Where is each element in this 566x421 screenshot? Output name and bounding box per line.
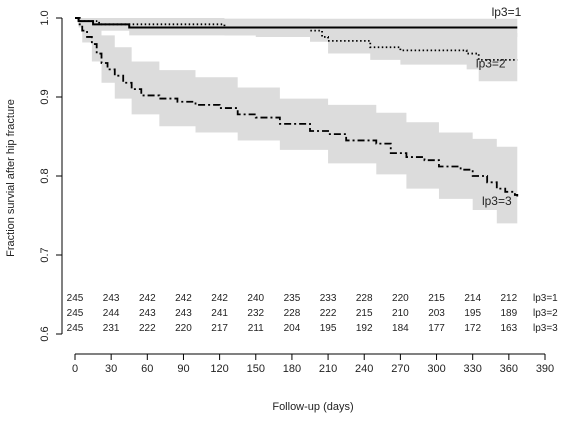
risk-count: 222 [139, 323, 156, 334]
risk-count: 192 [356, 323, 373, 334]
x-tick-label: 60 [141, 363, 153, 375]
risk-count: 233 [320, 293, 337, 304]
curve-labels: lp3=1 lp3=2 lp3=3 [476, 5, 522, 208]
risk-count: 228 [284, 308, 301, 319]
x-tick-label: 330 [464, 363, 482, 375]
risk-count: 220 [175, 323, 192, 334]
risk-count: 228 [356, 293, 373, 304]
x-tick-label: 180 [283, 363, 301, 375]
risk-count: 204 [284, 323, 301, 334]
risk-count: 214 [464, 293, 481, 304]
risk-count: 242 [211, 293, 228, 304]
risk-row-label: lp3=1 [533, 293, 558, 304]
x-tick-label: 120 [210, 363, 228, 375]
risk-count: 203 [428, 308, 445, 319]
risk-count: 231 [103, 323, 120, 334]
risk-count: 210 [392, 308, 409, 319]
x-tick-label: 0 [72, 363, 78, 375]
risk-count: 222 [320, 308, 337, 319]
risk-count: 245 [67, 323, 84, 334]
survival-curve-2 [75, 17, 518, 61]
y-ticks: 0.6 0.7 0.8 0.9 1.0 [39, 10, 62, 342]
ci-band-3 [75, 18, 518, 233]
y-tick-label: 1.0 [39, 10, 51, 25]
survival-curves [75, 17, 519, 197]
risk-row-label: lp3=2 [533, 308, 558, 319]
risk-count: 242 [139, 293, 156, 304]
risk-count: 232 [247, 308, 264, 319]
y-tick-label: 0.7 [39, 247, 51, 262]
risk-count: 215 [428, 293, 445, 304]
risk-count: 240 [247, 293, 264, 304]
risk-count: 245 [67, 293, 84, 304]
ci-band-2 [75, 18, 518, 82]
risk-count: 220 [392, 293, 409, 304]
curve-label: lp3=1 [492, 5, 522, 19]
y-tick-label: 0.9 [39, 89, 51, 104]
risk-count: 243 [175, 308, 192, 319]
risk-count: 217 [211, 323, 228, 334]
risk-count: 215 [356, 308, 373, 319]
risk-count: 177 [428, 323, 445, 334]
x-axis-label: Follow-up (days) [272, 401, 353, 413]
x-tick-label: 150 [247, 363, 265, 375]
y-axis-label: Fraction survial after hip fracture [5, 99, 17, 257]
curve-label: lp3=2 [476, 56, 506, 70]
y-tick-label: 0.6 [39, 326, 51, 341]
risk-count: 195 [320, 323, 337, 334]
x-tick-label: 300 [427, 363, 445, 375]
x-tick-label: 30 [105, 363, 117, 375]
x-tick-label: 90 [177, 363, 189, 375]
x-tick-label: 360 [500, 363, 518, 375]
risk-count: 243 [139, 308, 156, 319]
x-tick-label: 240 [355, 363, 373, 375]
risk-count: 189 [501, 308, 518, 319]
risk-count: 163 [501, 323, 518, 334]
curve-label: lp3=3 [482, 194, 512, 208]
risk-count: 195 [464, 308, 481, 319]
risk-count: 172 [464, 323, 481, 334]
risk-count: 211 [248, 323, 264, 334]
risk-row-label: lp3=3 [533, 323, 558, 334]
risk-count: 212 [501, 293, 518, 304]
risk-count: 243 [103, 293, 120, 304]
risk-count: 184 [392, 323, 409, 334]
risk-table: 245 243 242 242 242 240 235 233 228 220 215 214 212 l… [67, 293, 559, 334]
y-tick-label: 0.8 [39, 168, 51, 183]
x-ticks: 0 30 60 90 120 150 180 210 240 270 300 330 360 390 [72, 354, 554, 375]
risk-count: 242 [175, 293, 192, 304]
x-tick-label: 390 [536, 363, 554, 375]
risk-count: 241 [211, 308, 228, 319]
x-tick-label: 210 [319, 363, 337, 375]
risk-count: 245 [67, 308, 84, 319]
survival-curve-3 [75, 17, 519, 197]
risk-count: 244 [103, 308, 120, 319]
x-tick-label: 270 [391, 363, 409, 375]
risk-count: 235 [284, 293, 301, 304]
